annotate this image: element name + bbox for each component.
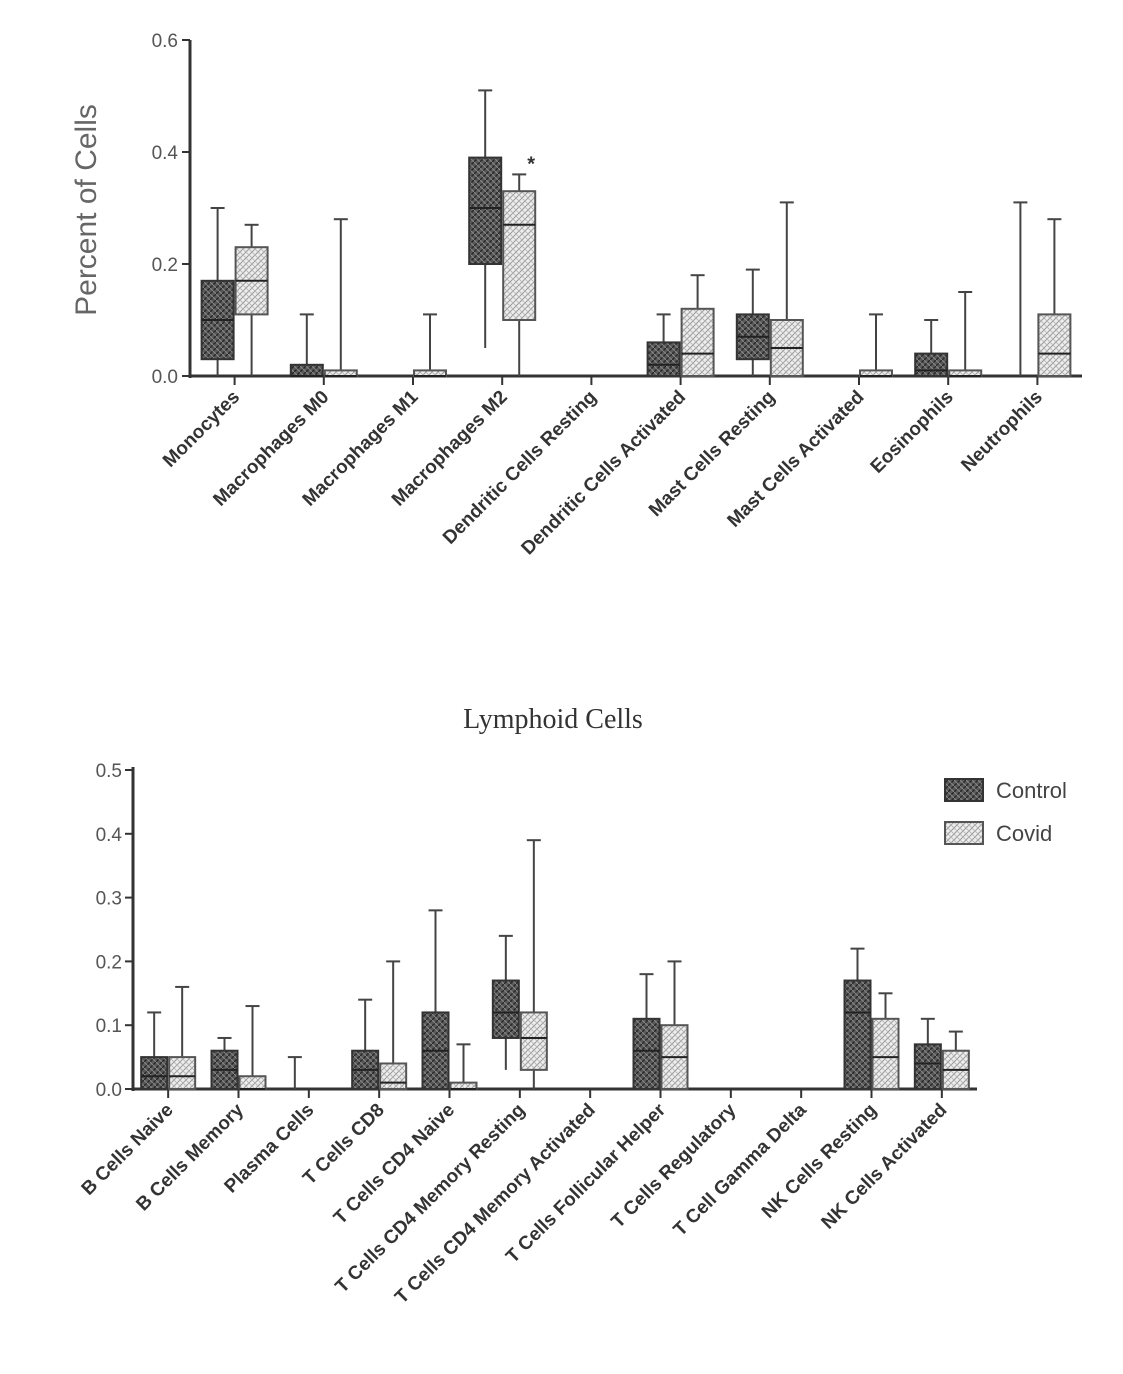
lymphoid-chart: Lymphoid Cells 0.00.10.20.30.40.5 B Cell… — [78, 704, 1067, 1308]
legend-label-control: Control — [996, 778, 1067, 803]
box-iqr — [469, 158, 501, 264]
myeloid-y-tick-label: 0.6 — [152, 31, 178, 52]
myeloid-box-covid — [860, 314, 892, 376]
lymphoid-x-category-label: T Cell Gamma Delta — [670, 1099, 811, 1240]
box-iqr — [915, 1044, 941, 1089]
box-iqr — [634, 1019, 660, 1089]
lymphoid-box-covid — [943, 1032, 969, 1089]
box-iqr — [915, 354, 947, 376]
myeloid-box-covid — [236, 225, 268, 376]
myeloid-box-covid — [503, 174, 535, 376]
lymphoid-y-tick-label: 0.2 — [96, 952, 122, 973]
lymphoid-box-covid — [451, 1044, 477, 1089]
myeloid-x-category-label: Monocytes — [159, 387, 244, 472]
myeloid-box-covid — [414, 314, 446, 376]
box-iqr — [141, 1057, 167, 1089]
myeloid-box-control — [202, 208, 234, 376]
lymphoid-x-category-label: NK Cells Activated — [818, 1100, 952, 1234]
lymphoid-x-category-label: T Cells CD4 Naive — [330, 1100, 459, 1229]
box-iqr — [873, 1019, 899, 1089]
box-iqr — [240, 1076, 266, 1089]
legend-swatch-covid — [945, 822, 983, 844]
myeloid-chart: Percent of Cells 0.0 0.2 0.4 0.6 * Monocyte… — [70, 31, 1082, 559]
lymphoid-box-control — [352, 1000, 378, 1089]
myeloid-x-category-label: Eosinophils — [867, 387, 958, 478]
box-iqr — [291, 365, 323, 376]
lymphoid-y-tick-label: 0.0 — [96, 1080, 122, 1101]
myeloid-y-tick-label: 0.2 — [152, 255, 178, 276]
myeloid-y-axis-title: Percent of Cells — [70, 104, 103, 316]
lymphoid-y-tick-label: 0.3 — [96, 889, 122, 910]
myeloid-box-covid — [949, 292, 981, 376]
lymphoid-box-control — [634, 974, 660, 1089]
lymphoid-box-covid — [169, 987, 195, 1089]
lymphoid-chart-title: Lymphoid Cells — [463, 704, 643, 735]
myeloid-box-covid — [325, 219, 357, 376]
lymphoid-y-tick-label: 0.4 — [96, 825, 123, 846]
lymphoid-box-covid — [240, 1006, 266, 1089]
myeloid-box-control — [1013, 202, 1027, 376]
lymphoid-y-tick-label: 0.5 — [96, 761, 122, 782]
box-iqr — [521, 1012, 547, 1069]
lymphoid-y-tick-label: 0.1 — [96, 1016, 122, 1037]
box-iqr — [648, 342, 680, 376]
lymphoid-x-category-label: T Cells Regulatory — [608, 1099, 741, 1232]
box-iqr — [169, 1057, 195, 1089]
lymphoid-box-control — [493, 936, 519, 1070]
myeloid-x-category-label: Dendritic Cells Resting — [439, 387, 601, 549]
myeloid-box-control — [737, 270, 769, 376]
lymphoid-box-control — [288, 1057, 302, 1089]
myeloid-x-category-label: Neutrophils — [957, 387, 1046, 476]
legend-label-covid: Covid — [996, 821, 1052, 846]
box-iqr — [493, 981, 519, 1038]
lymphoid-box-control — [212, 1038, 238, 1089]
lymphoid-box-covid — [662, 961, 688, 1089]
myeloid-x-category-label: Dendritic Cells Activated — [518, 387, 691, 560]
myeloid-box-covid — [1038, 219, 1070, 376]
lymphoid-box-control — [845, 949, 871, 1089]
box-iqr — [1038, 314, 1070, 376]
myeloid-box-control — [469, 90, 501, 348]
legend-swatch-control — [945, 779, 983, 801]
lymphoid-box-covid — [380, 961, 406, 1089]
box-iqr — [380, 1063, 406, 1089]
myeloid-box-control — [648, 314, 680, 376]
box-iqr — [503, 191, 535, 320]
legend: Control Covid — [945, 778, 1067, 846]
box-iqr — [845, 981, 871, 1089]
myeloid-box-control — [291, 314, 323, 376]
myeloid-box-covid — [771, 202, 803, 376]
box-iqr — [682, 309, 714, 376]
myeloid-box-control — [915, 320, 947, 376]
myeloid-significance-marker: * — [527, 153, 535, 175]
lymphoid-box-control — [141, 1012, 167, 1089]
myeloid-y-tick-label: 0.0 — [152, 367, 178, 388]
lymphoid-box-covid — [521, 840, 547, 1089]
lymphoid-box-covid — [873, 993, 899, 1089]
myeloid-y-tick-label: 0.4 — [152, 143, 179, 164]
lymphoid-box-control — [915, 1019, 941, 1089]
myeloid-box-covid — [682, 275, 714, 376]
lymphoid-box-control — [423, 910, 449, 1089]
